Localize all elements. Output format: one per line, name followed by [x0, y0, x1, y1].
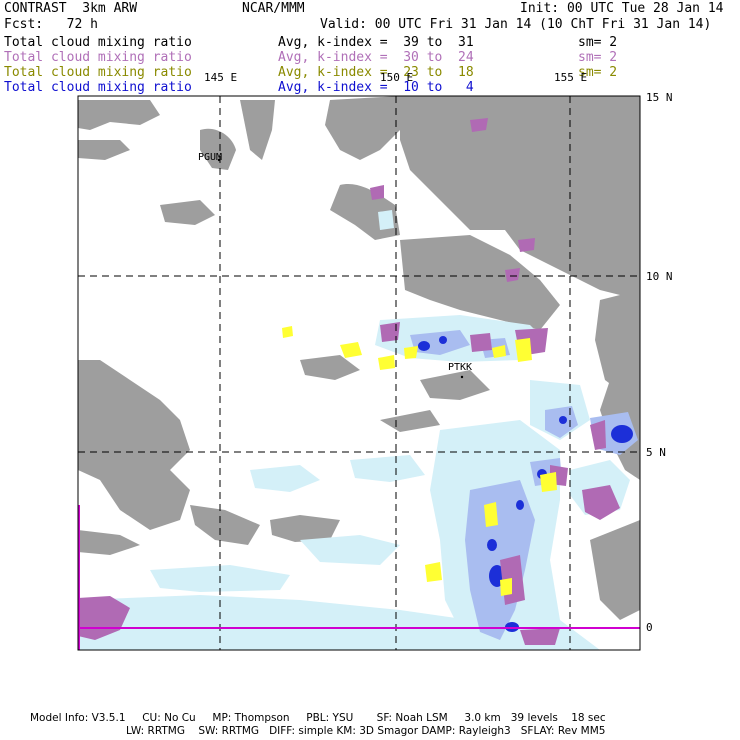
map-border	[77, 95, 641, 651]
legend-field-4: Total cloud mixing ratio	[4, 80, 192, 95]
legend-range-2: Avg, k-index = 30 to 24	[278, 50, 474, 65]
legend-range-4: Avg, k-index = 10 to 4	[278, 80, 474, 95]
legend-field-3: Total cloud mixing ratio	[4, 65, 192, 80]
init-time: Init: 00 UTC Tue 28 Jan 14	[520, 1, 724, 16]
lat-label-15n: 15 N	[646, 91, 673, 104]
station-pgum-label: PGUM	[198, 152, 223, 163]
legend-field-2: Total cloud mixing ratio	[4, 50, 192, 65]
legend-smooth-1: sm= 2	[578, 35, 618, 50]
lat-lon-grid	[78, 96, 640, 650]
legend-range-1: Avg, k-index = 39 to 31	[278, 35, 474, 50]
lon-label-150: 150 E	[380, 71, 414, 84]
legend-range-3: Avg, k-index = 23 to 18	[278, 65, 474, 80]
legend-smooth-3: sm= 2	[578, 65, 618, 80]
yellow-cloud-layer	[282, 326, 557, 596]
map-frame-group	[77, 95, 641, 651]
station-pgum-marker	[217, 158, 221, 162]
legend-field-1: Total cloud mixing ratio	[4, 35, 192, 50]
legend-smooth-2: sm= 2	[578, 50, 618, 65]
valid-time: Valid: 00 UTC Fri 31 Jan 14 (10 ChT Fri …	[320, 17, 712, 32]
model-info-line-1: Model Info: V3.5.1 CU: No Cu MP: Thompso…	[30, 712, 606, 724]
lon-label-155: 155 E	[554, 71, 588, 84]
lat-label-10n: 10 N	[646, 270, 673, 283]
lat-label-0: 0	[646, 621, 653, 634]
lon-label-145: 145 E	[204, 71, 238, 84]
station-ptkk-label: PTKK	[448, 362, 473, 373]
forecast-hour: Fcst: 72 h	[4, 17, 98, 32]
model-title: CONTRAST 3km ARW	[4, 1, 138, 16]
lat-label-5n: 5 N	[646, 446, 666, 459]
station-ptkk-marker	[460, 375, 464, 379]
institution: NCAR/MMM	[242, 1, 305, 16]
model-info-line-2: LW: RRTMG SW: RRTMG DIFF: simple KM: 3D …	[126, 725, 606, 737]
